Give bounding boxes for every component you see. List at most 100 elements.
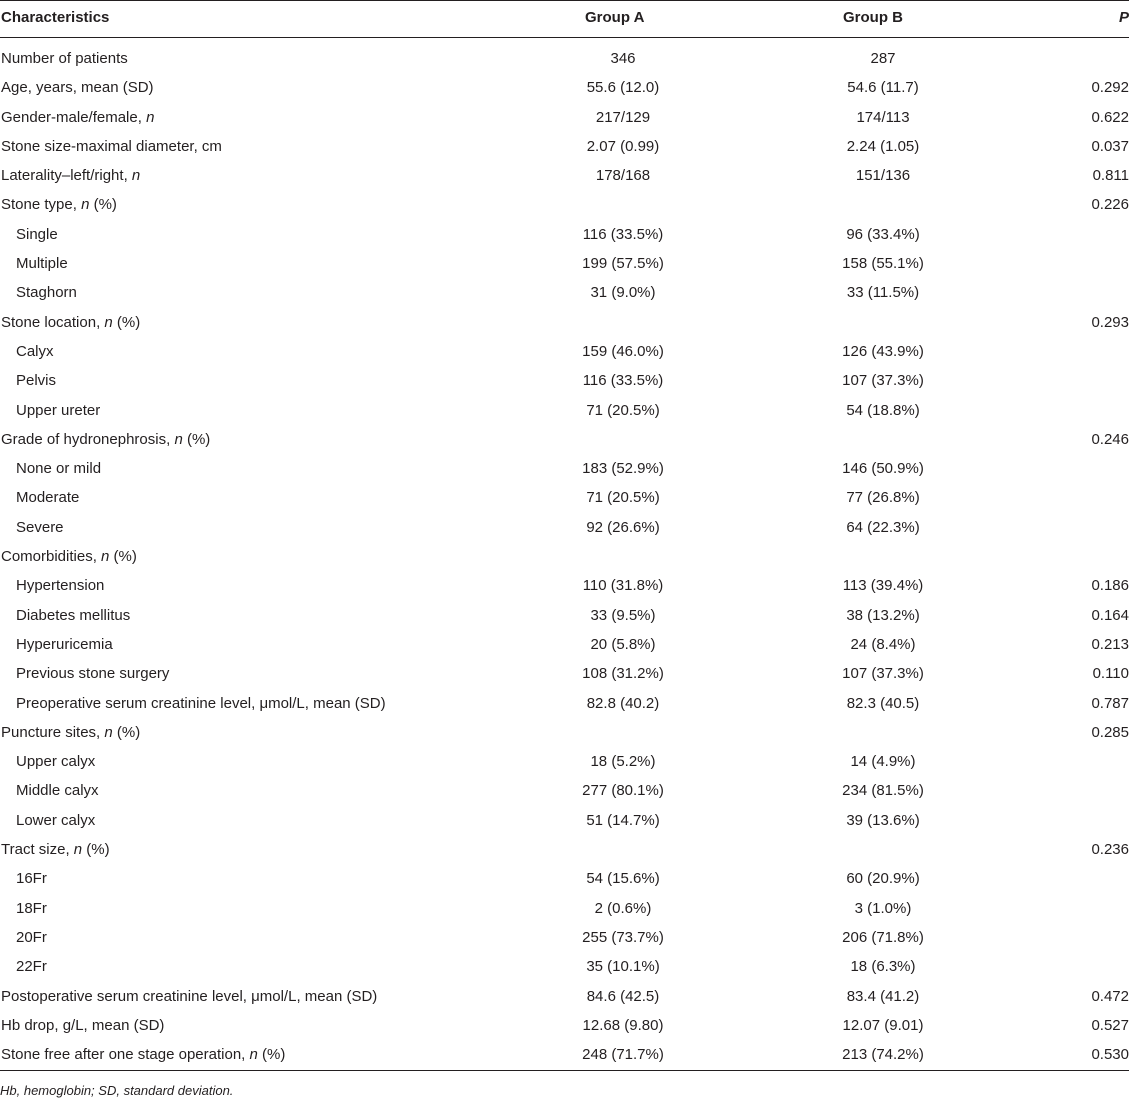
- row-label-text: Diabetes mellitus: [16, 606, 131, 624]
- group-a-cell: 248 (71.7%): [582, 1046, 664, 1064]
- group-b-cell: 54.6 (11.7): [847, 79, 919, 97]
- table-row: Stone location, n (%) 0.293: [0, 307, 1129, 336]
- bottom-rule: [0, 1070, 1129, 1071]
- group-a-cell: 178/168: [595, 167, 651, 185]
- row-label: 20Fr: [16, 929, 47, 946]
- table-row: Puncture sites, n (%) 0.285: [0, 717, 1129, 746]
- row-label: 22Fr: [16, 958, 47, 975]
- row-label: Age, years, mean (SD): [1, 79, 154, 96]
- row-label: Upper calyx: [16, 753, 95, 770]
- group-b-cell: 2.24 (1.05): [846, 137, 920, 155]
- table-row: Hypertension 110 (31.8%) 113 (39.4%) 0.186: [0, 570, 1129, 599]
- row-label-text: 20Fr: [16, 928, 47, 946]
- row-label: Stone location, n (%): [1, 314, 140, 331]
- row-label: Hyperuricemia: [16, 636, 113, 653]
- row-label-text: Middle calyx: [16, 782, 99, 800]
- p-value-cell: 0.472: [1091, 987, 1129, 1005]
- group-b-cell: 82.3 (40.5): [846, 694, 920, 712]
- table-row: Upper calyx 18 (5.2%) 14 (4.9%): [0, 746, 1129, 775]
- table-row: Severe 92 (26.6%) 64 (22.3%): [0, 512, 1129, 541]
- table-row: Lower calyx 51 (14.7%) 39 (13.6%): [0, 805, 1129, 834]
- group-b-cell: 113 (39.4%): [842, 577, 924, 595]
- row-label-text: Multiple: [16, 255, 68, 273]
- group-a-cell: 33 (9.5%): [590, 606, 656, 624]
- row-label: Hb drop, g/L, mean (SD): [1, 1017, 164, 1034]
- row-label: Single: [16, 226, 58, 243]
- row-label-suffix: (%): [112, 723, 141, 741]
- row-label-text: Comorbidities,: [1, 548, 102, 566]
- table-row: Preoperative serum creatinine level, μmo…: [0, 688, 1129, 717]
- group-a-cell: 116 (33.5%): [582, 372, 664, 390]
- group-b-cell: 38 (13.2%): [846, 606, 920, 624]
- group-a-cell: 12.68 (9.80): [582, 1016, 664, 1034]
- row-label-text: Stone location,: [1, 313, 105, 331]
- row-label-italic: n: [131, 167, 141, 185]
- row-label-italic: n: [81, 196, 90, 214]
- row-label-text: Number of patients: [1, 50, 128, 67]
- table-footnote: Hb, hemoglobin; SD, standard deviation.: [0, 1083, 234, 1098]
- group-b-cell: 234 (81.5%): [842, 782, 924, 800]
- table-row: 18Fr 2 (0.6%) 3 (1.0%): [0, 893, 1129, 922]
- row-label-suffix: (%): [82, 841, 110, 859]
- p-value-cell: 0.186: [1091, 577, 1129, 595]
- row-label-text: Grade of hydronephrosis,: [1, 430, 175, 448]
- group-b-cell: 83.4 (41.2): [846, 987, 920, 1005]
- p-value-cell: 0.530: [1091, 1046, 1129, 1064]
- table-row: Pelvis 116 (33.5%) 107 (37.3%): [0, 365, 1129, 394]
- row-label-suffix: (%): [257, 1046, 286, 1064]
- row-label: Lower calyx: [16, 812, 95, 829]
- row-label: 18Fr: [16, 900, 47, 917]
- p-value-cell: 0.037: [1091, 137, 1129, 155]
- table-row: Calyx 159 (46.0%) 126 (43.9%): [0, 336, 1129, 365]
- group-a-cell: 2.07 (0.99): [586, 137, 660, 155]
- group-a-cell: 346: [610, 50, 636, 67]
- table-row: Comorbidities, n (%): [0, 541, 1129, 570]
- row-label: Diabetes mellitus: [16, 607, 130, 624]
- row-label: Hypertension: [16, 577, 104, 594]
- table-header: Characteristics Group A Group B P: [0, 0, 1129, 37]
- table-row: Stone free after one stage operation, n …: [0, 1039, 1129, 1068]
- row-label: Pelvis: [16, 372, 56, 389]
- table-row: Staghorn 31 (9.0%) 33 (11.5%): [0, 277, 1129, 306]
- row-label-text: Preoperative serum creatinine level, μmo…: [16, 694, 386, 712]
- group-a-cell: 71 (20.5%): [586, 401, 660, 419]
- group-b-cell: 77 (26.8%): [846, 489, 920, 507]
- row-label-italic: n: [104, 313, 113, 331]
- table-row: Grade of hydronephrosis, n (%) 0.246: [0, 424, 1129, 453]
- group-a-cell: 110 (31.8%): [582, 577, 664, 595]
- row-label: Comorbidities, n (%): [1, 548, 137, 565]
- row-label-text: Tract size,: [1, 841, 74, 859]
- group-a-cell: 54 (15.6%): [586, 870, 660, 888]
- group-b-cell: 107 (37.3%): [842, 665, 924, 683]
- row-label-italic: n: [101, 548, 110, 566]
- row-label: Previous stone surgery: [16, 665, 169, 682]
- group-a-cell: 84.6 (42.5): [586, 987, 660, 1005]
- row-label-text: Pelvis: [16, 372, 57, 390]
- row-label: Severe: [16, 519, 64, 536]
- row-label: 16Fr: [16, 870, 47, 887]
- p-value-cell: 0.226: [1091, 196, 1129, 214]
- row-label-text: Stone free after one stage operation,: [1, 1046, 250, 1064]
- row-label-text: Lower calyx: [16, 811, 96, 829]
- row-label-text: Puncture sites,: [1, 723, 105, 741]
- table-row: Laterality–left/right, n 178/168 151/136 0.…: [0, 160, 1129, 189]
- table-row: Hb drop, g/L, mean (SD) 12.68 (9.80) 12.07…: [0, 1010, 1129, 1039]
- row-label: Postoperative serum creatinine level, μm…: [1, 988, 377, 1005]
- row-label-text: Severe: [16, 518, 64, 536]
- header-group-b: Group B: [843, 9, 903, 26]
- row-label: Middle calyx: [16, 782, 99, 799]
- row-label-text: Age, years, mean (SD): [1, 79, 154, 97]
- table-row: Age, years, mean (SD) 55.6 (12.0) 54.6 (11…: [0, 72, 1129, 101]
- group-a-cell: 199 (57.5%): [582, 255, 664, 273]
- group-a-cell: 255 (73.7%): [582, 928, 664, 946]
- row-label-text: Previous stone surgery: [16, 665, 170, 683]
- p-value-cell: 0.292: [1091, 79, 1129, 97]
- row-label-suffix: (%): [182, 430, 211, 448]
- group-a-cell: 35 (10.1%): [586, 958, 660, 976]
- group-a-cell: 31 (9.0%): [590, 284, 656, 302]
- row-label-text: Calyx: [16, 342, 54, 360]
- p-value-cell: 0.787: [1091, 694, 1129, 712]
- table-row: Gender-male/female, n 217/129 174/113 0.622: [0, 102, 1129, 131]
- group-b-cell: 213 (74.2%): [842, 1046, 924, 1064]
